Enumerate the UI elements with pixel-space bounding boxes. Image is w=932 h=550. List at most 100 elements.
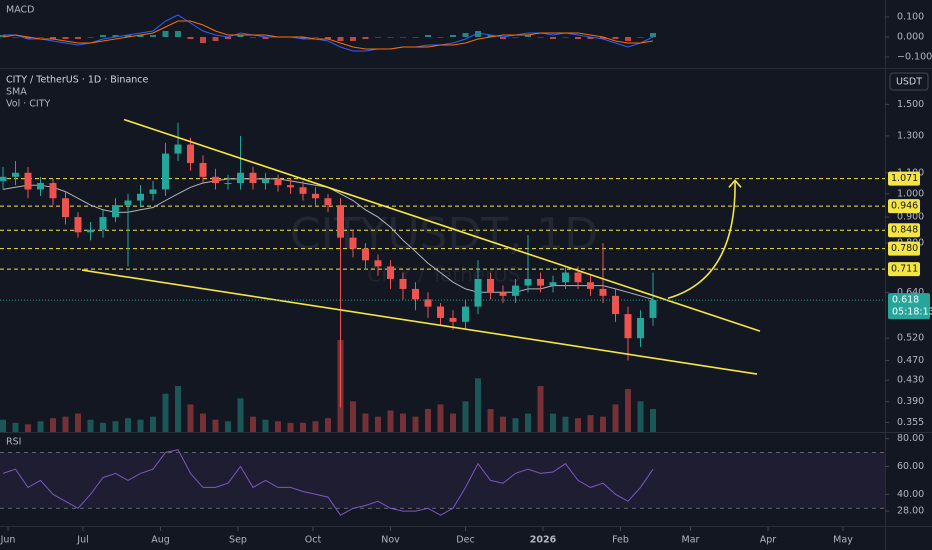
level-label: 0.848 bbox=[891, 225, 918, 236]
level-label-bg bbox=[888, 223, 920, 238]
volume-bar bbox=[400, 413, 406, 432]
volume-bar bbox=[237, 398, 244, 432]
macd-histogram-bar bbox=[475, 31, 481, 37]
candle-body bbox=[237, 172, 244, 184]
candle-body bbox=[387, 266, 394, 279]
macd-histogram-bar bbox=[75, 37, 81, 39]
trendline bbox=[123, 118, 761, 332]
currency-box[interactable] bbox=[889, 72, 929, 91]
volume-bar bbox=[50, 418, 56, 432]
volume-bar bbox=[212, 419, 219, 432]
volume-bar bbox=[525, 413, 531, 432]
rsi-line bbox=[2, 449, 654, 516]
volume-bar bbox=[475, 378, 481, 432]
level-label: 0.946 bbox=[891, 201, 918, 212]
volume-bar bbox=[550, 413, 556, 432]
y-tick-label: 1.300 bbox=[897, 130, 924, 141]
candle-body bbox=[212, 176, 219, 184]
macd-histogram-bar bbox=[350, 37, 356, 41]
y-tick-label: 40.00 bbox=[897, 489, 924, 500]
macd-histogram-bar bbox=[87, 37, 94, 38]
arrow bbox=[667, 180, 736, 300]
y-tick-label: 0.355 bbox=[897, 417, 924, 428]
y-tick-label: −0.100 bbox=[897, 52, 932, 63]
candle-body bbox=[262, 178, 269, 184]
macd-histogram-bar bbox=[212, 37, 219, 41]
volume-bar bbox=[325, 418, 331, 432]
volume-bar bbox=[537, 386, 544, 432]
candle-body bbox=[624, 314, 632, 339]
macd-histogram-bar bbox=[200, 37, 206, 43]
macd-histogram-bar bbox=[225, 37, 231, 39]
volume-bar bbox=[375, 416, 381, 432]
candle-body bbox=[549, 282, 557, 286]
volume-bar bbox=[625, 389, 631, 432]
currency[interactable]: USDT bbox=[896, 77, 922, 88]
candle-body bbox=[449, 317, 457, 322]
macd-histogram-bar bbox=[637, 37, 644, 38]
candle-body bbox=[0, 176, 7, 181]
candle-body bbox=[437, 306, 444, 318]
candle-body bbox=[374, 260, 382, 267]
macd-histogram-bar bbox=[462, 33, 469, 37]
y-tick-label: 0.470 bbox=[897, 355, 924, 366]
macd-histogram-bar bbox=[487, 35, 494, 37]
macd-histogram-bar bbox=[562, 37, 569, 38]
macd-histogram-bar bbox=[50, 37, 56, 39]
macd-histogram-bar bbox=[375, 37, 381, 38]
rsi-band bbox=[0, 452, 885, 509]
candle-body bbox=[312, 193, 319, 199]
candle-body bbox=[112, 205, 119, 218]
x-tick-label: 2026 bbox=[530, 535, 557, 546]
candle-body bbox=[124, 200, 132, 206]
macd-histogram-bar bbox=[62, 37, 69, 39]
y-tick-label: 1.500 bbox=[897, 99, 924, 110]
macd-histogram-bar bbox=[612, 37, 619, 39]
volume-bar bbox=[250, 416, 256, 432]
candle-body bbox=[24, 172, 32, 190]
last-price-label: 0.618 bbox=[892, 295, 919, 306]
candle-body bbox=[249, 172, 257, 184]
macd-histogram-bar bbox=[450, 35, 456, 37]
level-label-bg bbox=[888, 171, 920, 186]
volume-bar bbox=[37, 421, 44, 432]
macd-histogram-bar bbox=[587, 37, 594, 39]
macd-histogram-bar bbox=[125, 35, 131, 37]
candle-body bbox=[62, 198, 69, 218]
candle-body bbox=[512, 285, 519, 296]
candle-body bbox=[74, 217, 82, 233]
volume-bar bbox=[262, 419, 269, 432]
level-label: 0.780 bbox=[891, 243, 918, 254]
volume-bar bbox=[12, 422, 19, 432]
indicator-label: SMA bbox=[6, 87, 27, 98]
level-label-bg bbox=[888, 262, 920, 277]
candle-body bbox=[637, 317, 644, 339]
candle-body bbox=[99, 217, 107, 230]
volume-bar bbox=[75, 413, 81, 432]
candle-body bbox=[337, 205, 344, 238]
y-tick-label: 0.390 bbox=[897, 396, 924, 407]
y-tick-label: 0.000 bbox=[897, 32, 924, 43]
y-tick-label: 60.00 bbox=[897, 461, 924, 472]
volume-bar bbox=[87, 419, 94, 432]
macd-histogram-bar bbox=[437, 37, 444, 38]
candle-body bbox=[612, 295, 619, 315]
macd-histogram-bar bbox=[112, 35, 119, 37]
candle-body bbox=[599, 288, 607, 296]
volume-bar bbox=[587, 415, 594, 432]
x-tick-label: Feb bbox=[612, 535, 629, 546]
candle-body bbox=[562, 272, 569, 283]
level-label: 0.711 bbox=[891, 264, 918, 275]
y-tick-label: 0.900 bbox=[897, 212, 924, 223]
candle-body bbox=[37, 183, 44, 190]
volume-bar bbox=[500, 416, 506, 432]
volume-bar bbox=[487, 409, 494, 432]
trendline bbox=[81, 269, 758, 375]
volume-bar bbox=[200, 413, 206, 432]
macd-histogram-bar bbox=[425, 35, 431, 37]
level-label-bg bbox=[888, 241, 920, 256]
x-tick-label: May bbox=[833, 535, 853, 546]
macd-histogram-bar bbox=[175, 31, 181, 37]
indicator-label: Vol · CITY bbox=[6, 99, 51, 110]
